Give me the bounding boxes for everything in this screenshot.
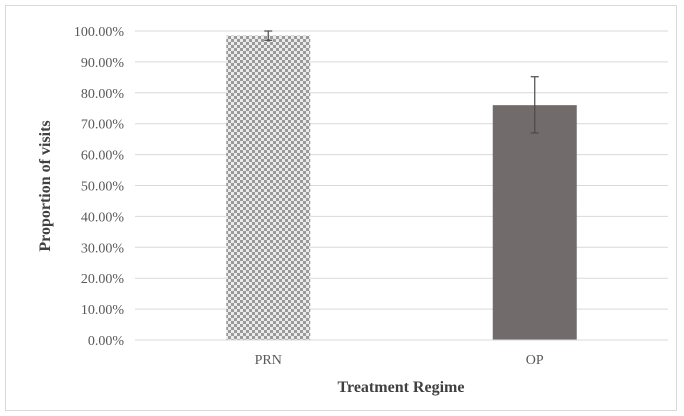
y-tick-label: 10.00%	[81, 303, 125, 318]
x-tick-label: PRN	[255, 353, 282, 368]
y-axis-ticks: 0.00% 10.00% 20.00% 30.00% 40.00% 50.00% 60.00…	[74, 25, 125, 349]
error-bar-prn	[264, 30, 273, 41]
y-tick-label: 60.00%	[81, 149, 125, 164]
bar-op	[492, 105, 577, 340]
y-tick-label: 100.00%	[74, 25, 125, 40]
error-bar-op	[530, 76, 539, 134]
y-tick-label: 90.00%	[81, 56, 125, 71]
y-tick-label: 40.00%	[81, 210, 125, 225]
y-tick-label: 80.00%	[81, 87, 125, 102]
x-tick-label: OP	[526, 353, 544, 368]
gridlines	[135, 30, 668, 310]
x-axis-title: Treatment Regime	[338, 379, 465, 396]
y-tick-label: 70.00%	[81, 118, 125, 133]
y-tick-label: 30.00%	[81, 241, 125, 256]
y-tick-label: 20.00%	[81, 272, 125, 287]
error-bars	[264, 30, 539, 134]
y-tick-label: 50.00%	[81, 180, 125, 195]
bar-prn	[226, 35, 311, 340]
x-axis-labels: PRN OP	[255, 353, 544, 368]
y-axis-title: Proportion of visits	[37, 120, 54, 251]
bars	[226, 35, 577, 340]
y-tick-label: 0.00%	[88, 334, 125, 349]
